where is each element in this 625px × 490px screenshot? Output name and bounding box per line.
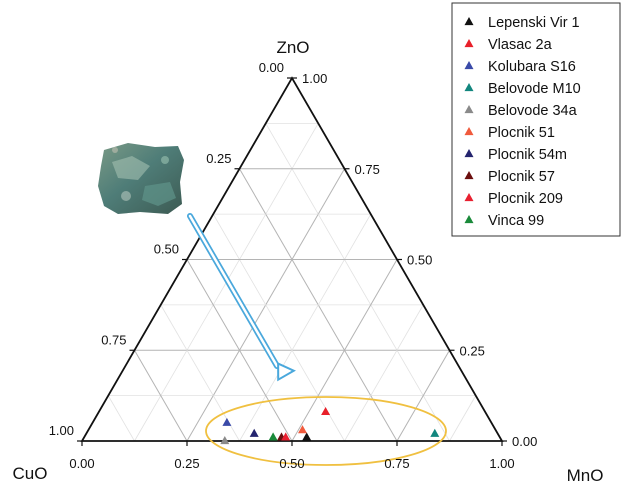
tick-label-left: 1.00: [49, 423, 74, 438]
tick-label-bottom: 0.50: [279, 456, 304, 471]
data-point: [298, 425, 307, 434]
data-point: [222, 417, 232, 426]
legend-marker: [464, 104, 474, 114]
grid-line-mno: [344, 304, 424, 442]
grid-line-mno: [396, 349, 450, 442]
data-point: [302, 432, 312, 441]
grid-line-mno: [291, 259, 398, 442]
legend-marker: [464, 170, 474, 180]
legend-label: Plocnik 51: [488, 125, 555, 141]
legend-label: Vinca 99: [488, 213, 544, 229]
grid-line-cuo: [186, 259, 293, 442]
data-point: [220, 435, 230, 445]
tick-label-bottom: 0.75: [384, 456, 409, 471]
data-point: [281, 432, 291, 441]
tick-label-left: 0.25: [206, 151, 231, 166]
grid-line-mno: [239, 213, 372, 442]
arrow-to-cluster: [187, 213, 296, 382]
grid-line-cuo: [212, 213, 345, 442]
tick-label-right: 0.00: [512, 434, 537, 449]
data-point: [249, 428, 259, 437]
data-point: [321, 406, 331, 416]
data-points: [220, 406, 440, 445]
ternary-grid: [107, 122, 477, 442]
tick-label-right: 0.75: [355, 162, 380, 177]
legend-marker: [464, 60, 474, 70]
tick-label-bottom: 0.00: [69, 456, 94, 471]
mineral-sample-photo: [98, 143, 184, 214]
tick-label-bottom: 1.00: [489, 456, 514, 471]
legend-label: Lepenski Vir 1: [488, 15, 580, 31]
legend-label: Belovode 34a: [488, 103, 578, 119]
legend-marker: [464, 192, 474, 202]
tick-label-left: 0.50: [154, 242, 179, 257]
tick-label-right: 1.00: [302, 71, 327, 86]
tick-label-left: 0.75: [101, 332, 126, 347]
legend-marker: [464, 148, 474, 158]
tick-label-right: 0.25: [460, 343, 485, 358]
data-point: [268, 432, 278, 441]
axis-label-cuo: CuO: [13, 464, 48, 483]
legend: Lepenski Vir 1 Vlasac 2a Kolubara S16 Belov…: [451, 2, 621, 237]
grid-line-cuo: [160, 304, 240, 442]
tick-label-left: 0.00: [259, 60, 284, 75]
legend-marker: [464, 38, 474, 48]
legend-label: Kolubara S16: [488, 59, 576, 75]
legend-label: Plocnik 54m: [488, 147, 567, 163]
legend-label: Plocnik 57: [488, 169, 555, 185]
legend-marker: [464, 16, 474, 26]
axis-label-mno: MnO: [567, 466, 604, 485]
axis-label-zno: ZnO: [276, 38, 309, 57]
tick-labels: 0.00 0.00 0.00 0.25 0.25 0.25 0.50 0.50 0.50 0.75…: [49, 60, 538, 471]
data-point: [430, 428, 440, 437]
legend-marker: [464, 214, 474, 224]
tick-label-bottom: 0.25: [174, 456, 199, 471]
legend-label: Vlasac 2a: [488, 37, 553, 53]
cluster-highlight-ellipse: [205, 396, 447, 466]
grid-line-cuo: [107, 395, 135, 442]
legend-marker: [464, 82, 474, 92]
legend-label: Plocnik 209: [488, 191, 563, 207]
tick-label-right: 0.50: [407, 253, 432, 268]
grid-line-cuo: [265, 123, 450, 442]
grid-line-mno: [449, 395, 477, 442]
grid-line-cuo: [134, 349, 188, 442]
legend-marker: [464, 126, 474, 136]
legend-label: Belovode M10: [488, 81, 581, 97]
